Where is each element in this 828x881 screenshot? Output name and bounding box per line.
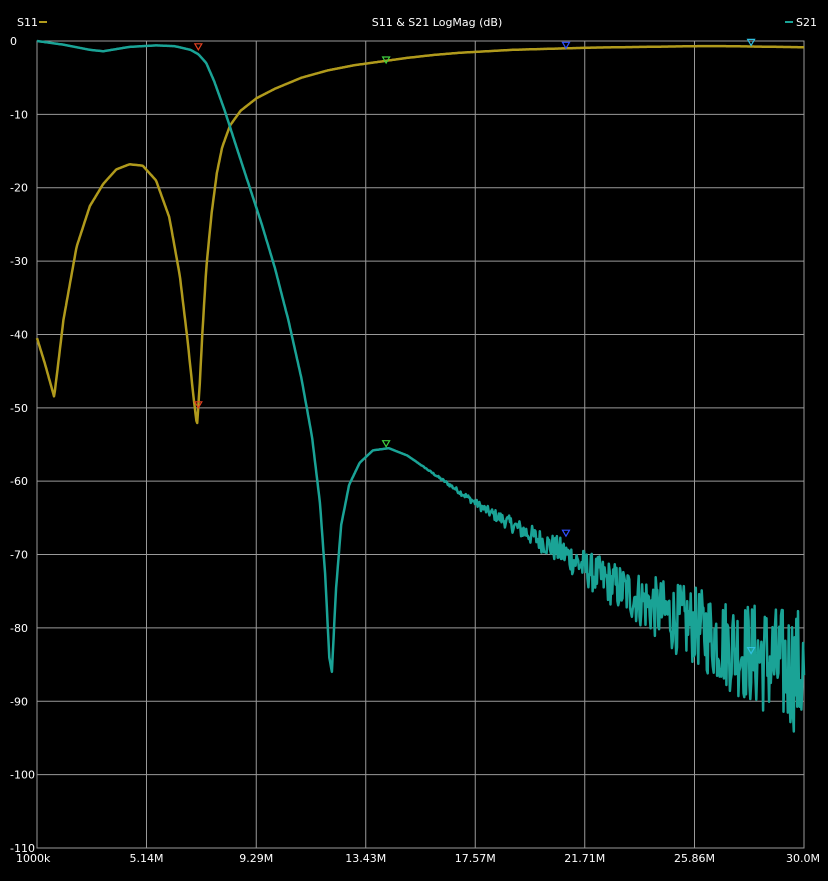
y-tick-label: -10 [10,108,28,121]
y-tick-label: -20 [10,182,28,195]
y-tick-label: -110 [10,842,35,855]
x-tick-label: 25.86M [674,852,715,865]
traces [35,39,806,733]
x-tick-label: 30.0M [786,852,820,865]
marker-s11[interactable] [381,56,391,65]
marker-s11[interactable] [193,401,203,410]
x-axis-labels: 1000k 5.14M 9.29M 13.43M 17.57M 21.71M 25.86M 3… [16,852,820,865]
x-tick-label: 17.57M [455,852,496,865]
marker-s21[interactable] [561,529,571,538]
y-tick-label: -40 [10,328,28,341]
y-tick-label: -100 [10,769,35,782]
x-tick-label: 13.43M [345,852,386,865]
x-tick-label: 5.14M [130,852,164,865]
y-tick-label: -30 [10,255,28,268]
marker-s21[interactable] [381,440,391,448]
x-tick-label: 9.29M [239,852,273,865]
marker-s11[interactable] [746,38,756,47]
x-tick-label: 1000k [16,852,51,865]
y-tick-label: -60 [10,475,28,488]
markers [193,38,756,655]
marker-s11[interactable] [561,41,571,50]
marker-s21[interactable] [193,43,203,51]
series-s21-line [36,39,806,733]
y-tick-label: -50 [10,402,28,415]
chart-title: S11 & S21 LogMag (dB) [372,16,503,29]
y-axis-labels: 0 -10 -20 -30 -40 -50 -60 -70 -80 -90 -100 -110 [10,35,35,855]
marker-s21[interactable] [746,646,756,655]
x-tick-label: 21.71M [564,852,605,865]
y-tick-label: 0 [10,35,17,48]
y-tick-label: -70 [10,549,28,562]
y-tick-label: -80 [10,622,28,635]
chart-header: S11 & S21 LogMag (dB) S11 S21 [17,16,817,29]
y-tick-label: -90 [10,695,28,708]
legend-s21-label[interactable]: S21 [796,16,817,29]
legend-s11-label[interactable]: S11 [17,16,38,29]
series-s11-line [35,44,805,425]
